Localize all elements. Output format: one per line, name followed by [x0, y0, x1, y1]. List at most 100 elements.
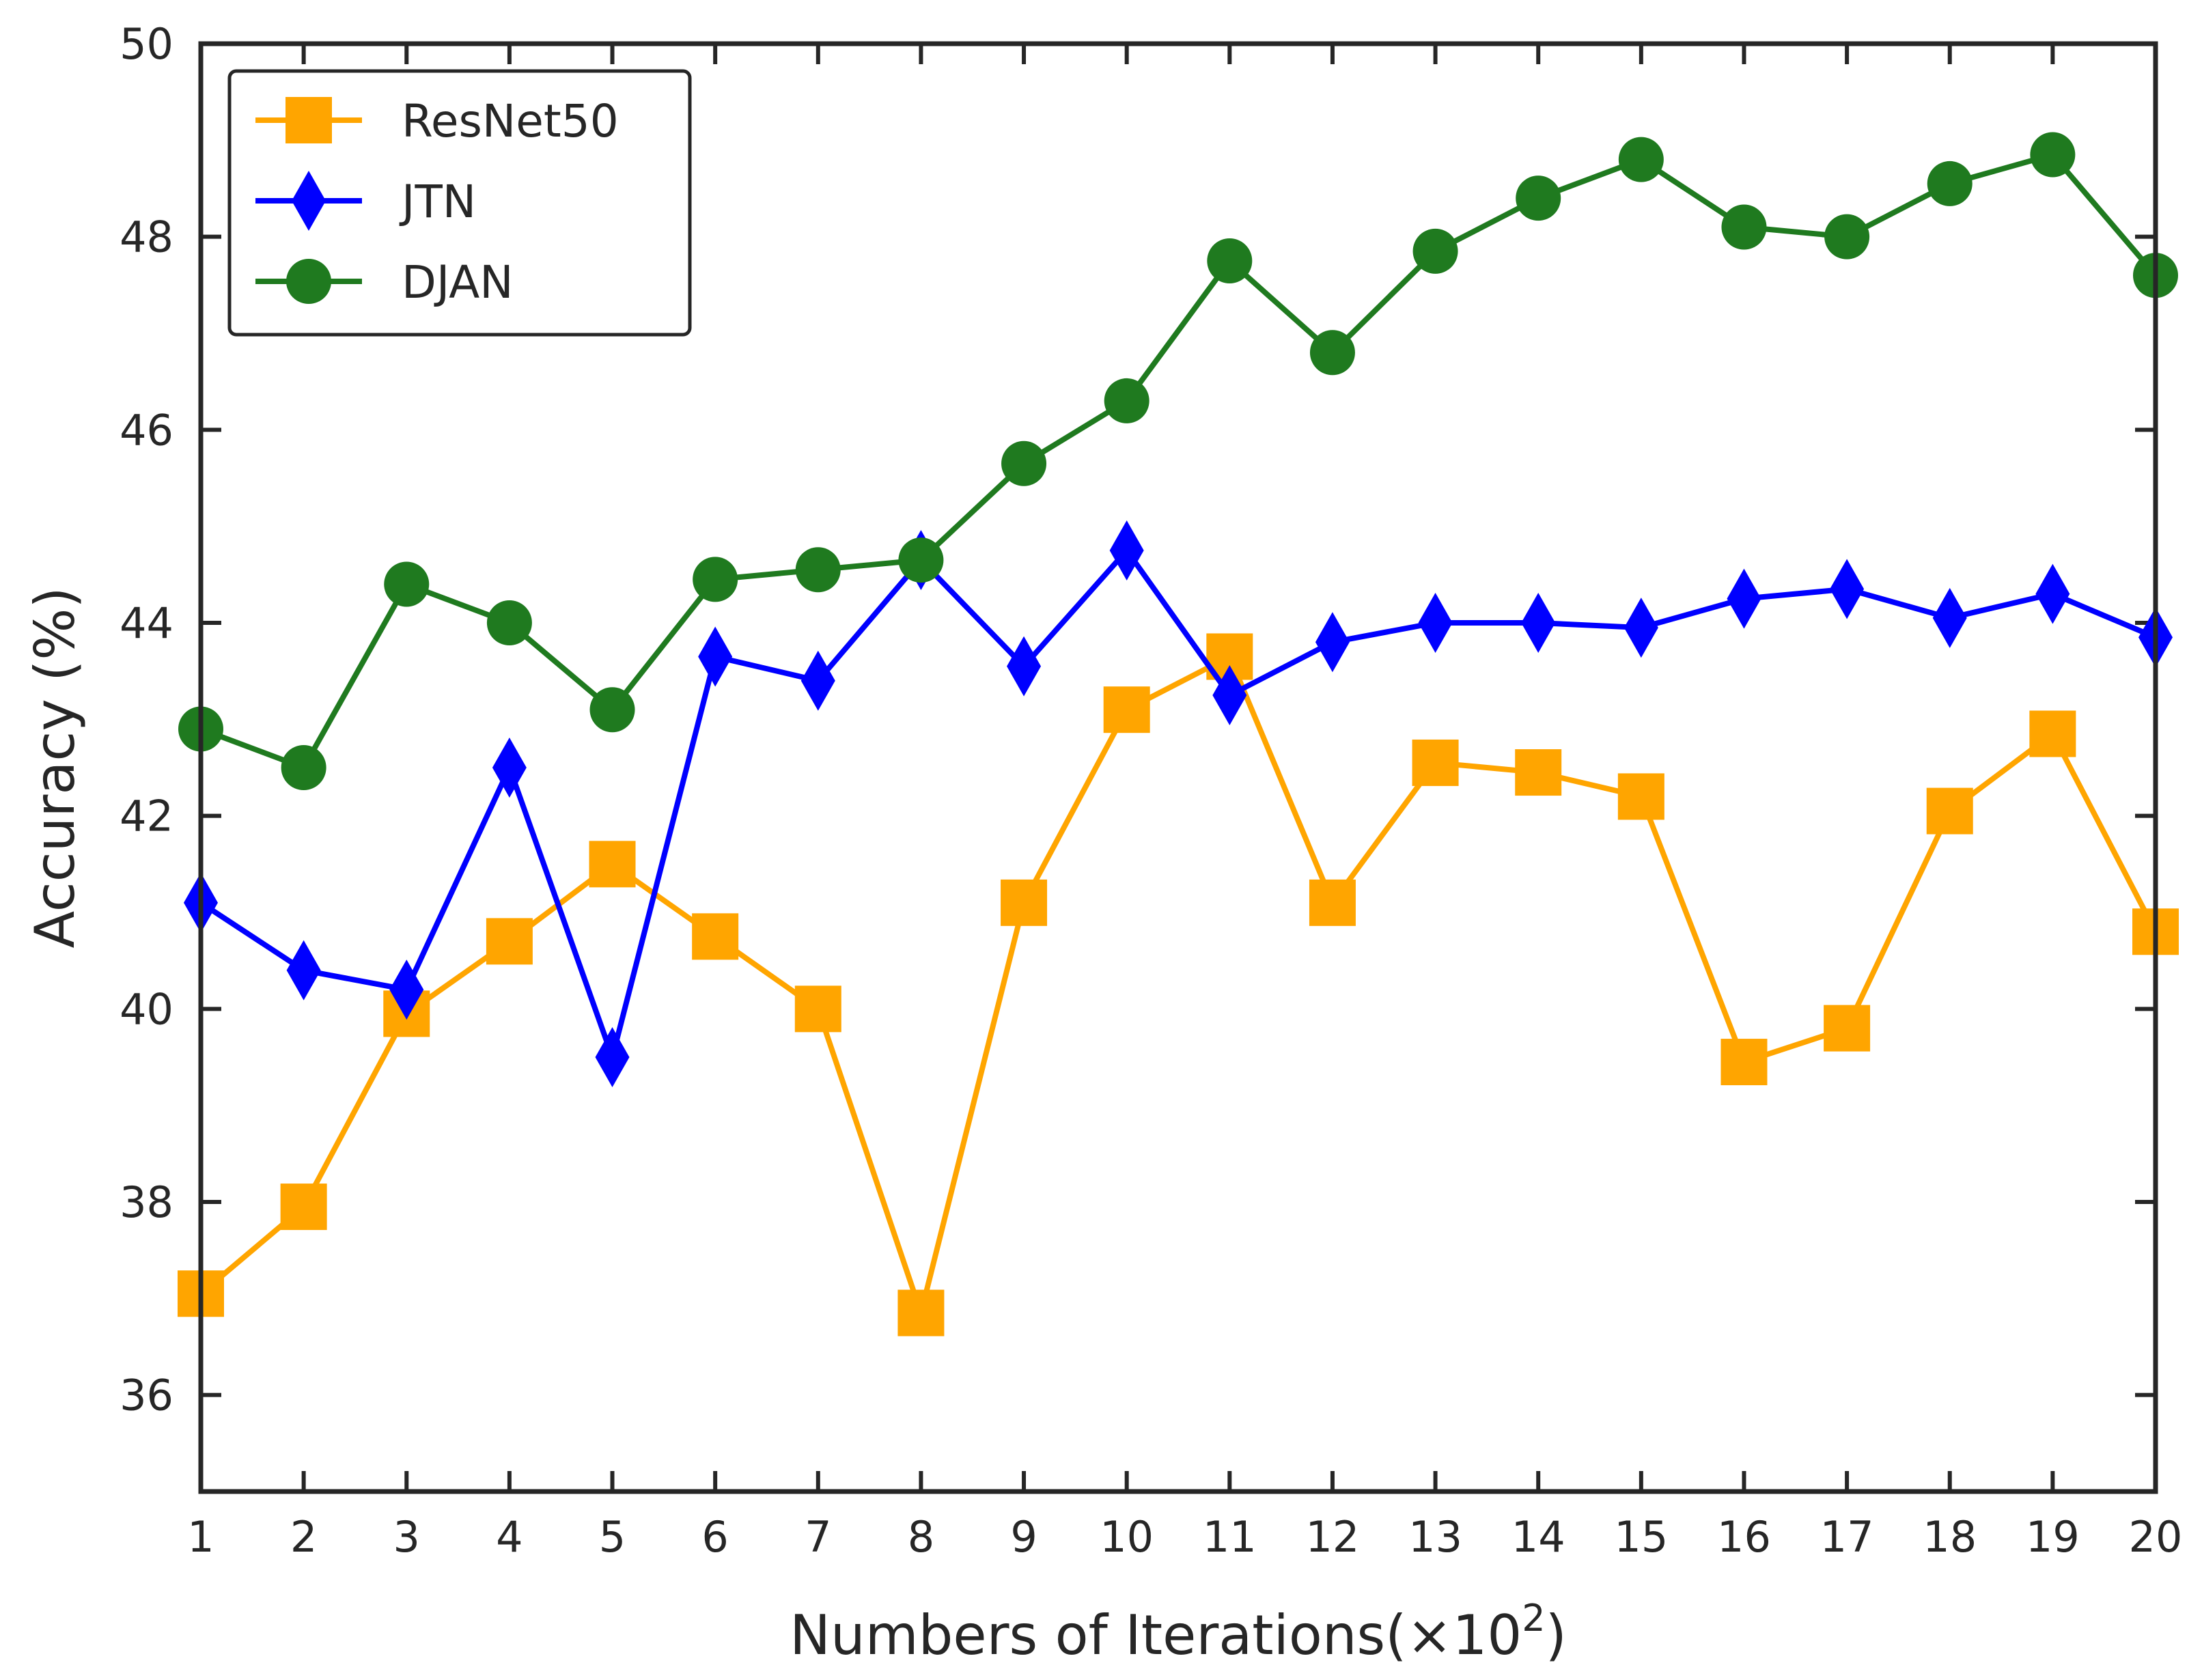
data-point-jtn — [1007, 636, 1042, 697]
data-point-djan — [486, 600, 532, 645]
data-point-djan — [1104, 378, 1149, 423]
x-tick-label: 20 — [2129, 1512, 2183, 1562]
y-tick-label: 40 — [120, 984, 173, 1034]
data-point-djan — [1618, 137, 1664, 182]
legend-label-resnet50: ResNet50 — [402, 95, 619, 148]
axis-ticks — [199, 42, 2158, 1492]
data-point-jtn — [1727, 568, 1761, 629]
y-tick-label: 38 — [120, 1177, 173, 1227]
x-tick-label: 7 — [805, 1512, 831, 1562]
data-point-djan — [1001, 440, 1047, 486]
legend-item-resnet50: ResNet50 — [255, 95, 619, 148]
data-point-resnet50 — [1824, 1005, 1871, 1052]
data-point-djan — [2030, 132, 2076, 178]
data-point-jtn — [1315, 612, 1350, 673]
y-axis-title: Accuracy (%) — [23, 587, 87, 948]
data-point-djan — [1412, 228, 1458, 274]
x-tick-label: 10 — [1100, 1512, 1154, 1562]
data-point-jtn — [800, 650, 835, 711]
data-point-resnet50 — [1515, 749, 1562, 796]
data-point-djan — [1927, 160, 1973, 206]
data-point-jtn — [286, 940, 321, 1000]
data-point-resnet50 — [1001, 879, 1048, 926]
data-point-resnet50 — [1412, 739, 1459, 786]
data-point-djan — [1721, 204, 1767, 250]
data-point-djan — [693, 557, 738, 602]
x-tick-label: 5 — [599, 1512, 626, 1562]
series-djan — [178, 132, 2178, 790]
data-point-jtn — [1932, 587, 1967, 648]
data-point-jtn — [1109, 520, 1144, 580]
x-tick-label: 14 — [1511, 1512, 1565, 1562]
data-point-resnet50 — [486, 918, 533, 965]
tick-labels: 1 2 3 4 5 6 7 8 9 10 11 12 13 14 15 16 17 18 19 20363840424… — [120, 19, 2182, 1562]
x-tick-label: 17 — [1820, 1512, 1874, 1562]
legend-label-djan: DJAN — [402, 256, 514, 309]
data-point-resnet50 — [280, 1184, 327, 1231]
y-tick-label: 44 — [120, 598, 173, 648]
x-tick-label: 6 — [701, 1512, 728, 1562]
y-tick-label: 36 — [120, 1371, 173, 1420]
series-layer — [178, 132, 2179, 1336]
data-point-djan — [384, 561, 430, 607]
series-resnet50 — [178, 633, 2179, 1336]
data-point-jtn — [1623, 598, 1658, 658]
data-point-jtn — [1830, 559, 1865, 619]
data-point-jtn — [2035, 563, 2070, 624]
x-tick-label: 13 — [1408, 1512, 1462, 1562]
data-point-djan — [1207, 238, 1253, 283]
data-point-jtn — [1212, 665, 1247, 725]
plot-frame — [198, 41, 2158, 1494]
data-point-resnet50 — [1617, 773, 1664, 820]
data-point-resnet50 — [692, 913, 739, 960]
y-tick-label: 50 — [120, 19, 173, 69]
data-point-resnet50 — [589, 841, 636, 888]
y-tick-label: 48 — [120, 212, 173, 262]
data-point-resnet50 — [1720, 1039, 1768, 1086]
x-tick-label: 18 — [1923, 1512, 1977, 1562]
data-point-djan — [1824, 214, 1870, 260]
data-point-resnet50 — [1309, 879, 1356, 926]
data-point-resnet50 — [794, 985, 841, 1033]
x-tick-label: 15 — [1614, 1512, 1668, 1562]
data-point-djan — [281, 745, 326, 790]
x-tick-label: 19 — [2026, 1512, 2080, 1562]
x-tick-label: 2 — [290, 1512, 317, 1562]
x-tick-label: 8 — [908, 1512, 934, 1562]
data-point-jtn — [1418, 593, 1453, 653]
data-point-jtn — [1521, 593, 1556, 653]
x-tick-label: 4 — [496, 1512, 522, 1562]
data-point-djan — [589, 687, 635, 733]
data-point-jtn — [698, 626, 733, 687]
legend-marker-jtn — [292, 171, 326, 231]
legend-marker-djan — [286, 259, 331, 304]
series-line-jtn — [199, 548, 2157, 1060]
data-point-resnet50 — [1926, 787, 1973, 835]
x-tick-label: 9 — [1010, 1512, 1037, 1562]
data-point-jtn — [492, 738, 527, 798]
x-tick-label: 1 — [187, 1512, 214, 1562]
legend-marker-resnet50 — [285, 97, 332, 143]
data-point-djan — [795, 547, 841, 593]
x-tick-label: 16 — [1717, 1512, 1771, 1562]
data-point-djan — [1516, 176, 1561, 221]
legend-item-jtn: JTN — [255, 171, 476, 231]
y-tick-label: 42 — [120, 792, 173, 841]
data-point-resnet50 — [1103, 686, 1150, 733]
x-tick-label: 3 — [393, 1512, 420, 1562]
legend-label-jtn: JTN — [399, 176, 476, 228]
data-point-djan — [898, 537, 944, 583]
data-point-jtn — [595, 1027, 630, 1087]
data-point-resnet50 — [897, 1289, 945, 1336]
data-point-jtn — [389, 960, 424, 1020]
x-tick-label: 11 — [1203, 1512, 1257, 1562]
data-point-djan — [1309, 330, 1355, 376]
y-tick-label: 46 — [120, 405, 173, 455]
legend-frame — [227, 69, 692, 337]
data-point-resnet50 — [2029, 710, 2076, 757]
x-tick-label: 12 — [1305, 1512, 1359, 1562]
x-axis-title: Numbers of Iterations(×102) — [790, 1597, 1567, 1667]
legend: ResNet50 JTN DJAN — [227, 69, 692, 337]
legend-item-djan: DJAN — [255, 256, 514, 309]
